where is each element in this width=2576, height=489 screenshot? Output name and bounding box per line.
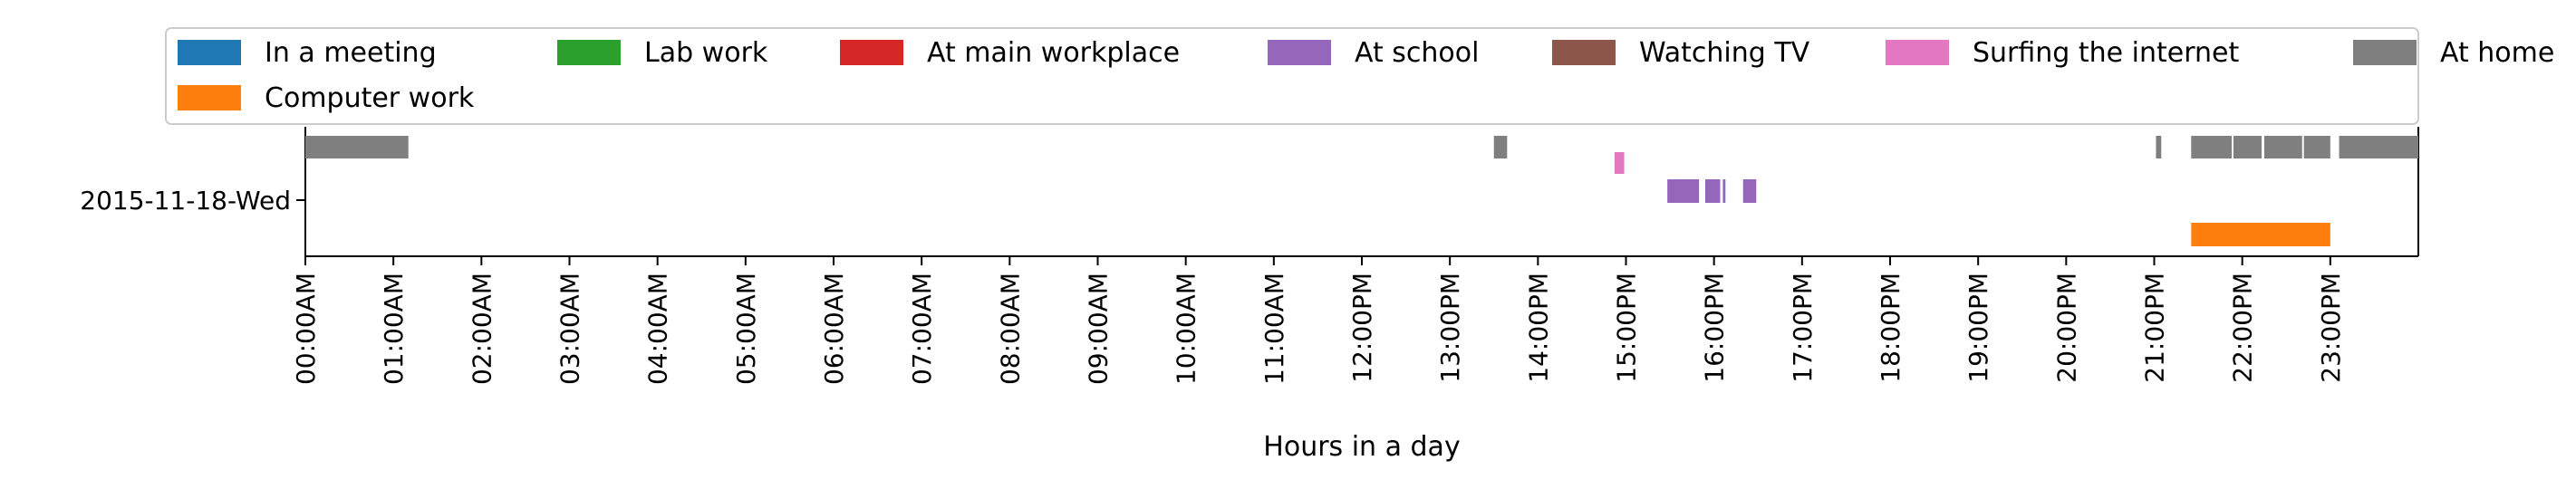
x-tick-label: 07:00AM — [907, 273, 937, 385]
activity-bar — [1722, 179, 1726, 203]
activity-bar — [2339, 136, 2418, 158]
legend-label: Surfing the internet — [1973, 37, 2239, 69]
legend-label: Watching TV — [1639, 37, 1810, 69]
x-tick-label: 06:00AM — [819, 273, 849, 385]
x-tick-label: 03:00AM — [555, 273, 585, 385]
legend-label: Computer work — [265, 82, 475, 114]
legend: In a meeting Lab work At main workplace At … — [165, 27, 2554, 125]
x-tick-label: 09:00AM — [1084, 273, 1114, 385]
legend-swatch — [557, 40, 621, 65]
x-tick-label: 20:00PM — [2051, 273, 2081, 383]
legend-swatch — [1552, 40, 1616, 65]
x-tick-label: 19:00PM — [1963, 273, 1993, 383]
legend-label: Lab work — [644, 37, 768, 69]
x-tick-label: 22:00PM — [2228, 273, 2258, 383]
activity-bar — [2263, 136, 2302, 158]
legend-label: At school — [1355, 37, 1479, 69]
activity-bar — [1614, 152, 1625, 174]
activity-bar — [2191, 223, 2330, 246]
y-tick-label: 2015-11-18-Wed — [80, 186, 291, 216]
legend-swatch — [1268, 40, 1331, 65]
x-tick-label: 11:00AM — [1259, 273, 1289, 385]
activity-bar — [2303, 136, 2330, 158]
activity-bar — [1493, 136, 1508, 158]
x-tick-label: 12:00PM — [1347, 273, 1377, 383]
activity-bar — [2233, 136, 2262, 158]
legend-label: At main workplace — [927, 37, 1180, 69]
x-tick-label: 23:00PM — [2316, 273, 2346, 383]
x-tick-label: 18:00PM — [1876, 273, 1905, 383]
x-tick-label: 02:00AM — [467, 273, 497, 385]
x-tick-label: 14:00PM — [1523, 273, 1553, 383]
legend-label: At home — [2440, 37, 2554, 69]
x-tick-label: 04:00AM — [643, 273, 673, 385]
x-tick-label: 21:00PM — [2140, 273, 2170, 383]
x-tick-label: 08:00AM — [995, 273, 1025, 385]
x-tick-label: 00:00AM — [291, 273, 321, 385]
x-tick-label: 05:00AM — [731, 273, 761, 385]
x-tick-label: 01:00AM — [379, 273, 409, 385]
x-tick-label: 16:00PM — [1700, 273, 1730, 383]
legend-frame — [165, 27, 2419, 125]
legend-label: In a meeting — [265, 37, 437, 69]
legend-swatch — [178, 40, 241, 65]
bars-layer — [305, 136, 2418, 246]
activity-bar — [1742, 179, 1757, 203]
activity-bar — [2156, 136, 2162, 158]
x-tick-label: 15:00PM — [1612, 273, 1642, 383]
x-tick-label: 17:00PM — [1788, 273, 1818, 383]
legend-swatch — [1886, 40, 1949, 65]
legend-swatch — [178, 85, 241, 110]
legend-swatch — [840, 40, 903, 65]
legend-swatch — [2353, 40, 2417, 65]
activity-bar — [1667, 179, 1700, 203]
x-tick-label: 10:00AM — [1172, 273, 1201, 385]
x-axis-title: Hours in a day — [1263, 431, 1460, 463]
plot-area: 00:00AM 01:00AM 02:00AM 03:00AM 04:00AM 05:00… — [291, 127, 2419, 385]
activity-bar — [1704, 179, 1721, 203]
x-tick-label: 13:00PM — [1435, 273, 1465, 383]
activity-bar — [2191, 136, 2233, 158]
axes-layer: 2015-11-18-Wed Hours in a day — [80, 186, 1460, 463]
activity-bar — [305, 136, 409, 158]
